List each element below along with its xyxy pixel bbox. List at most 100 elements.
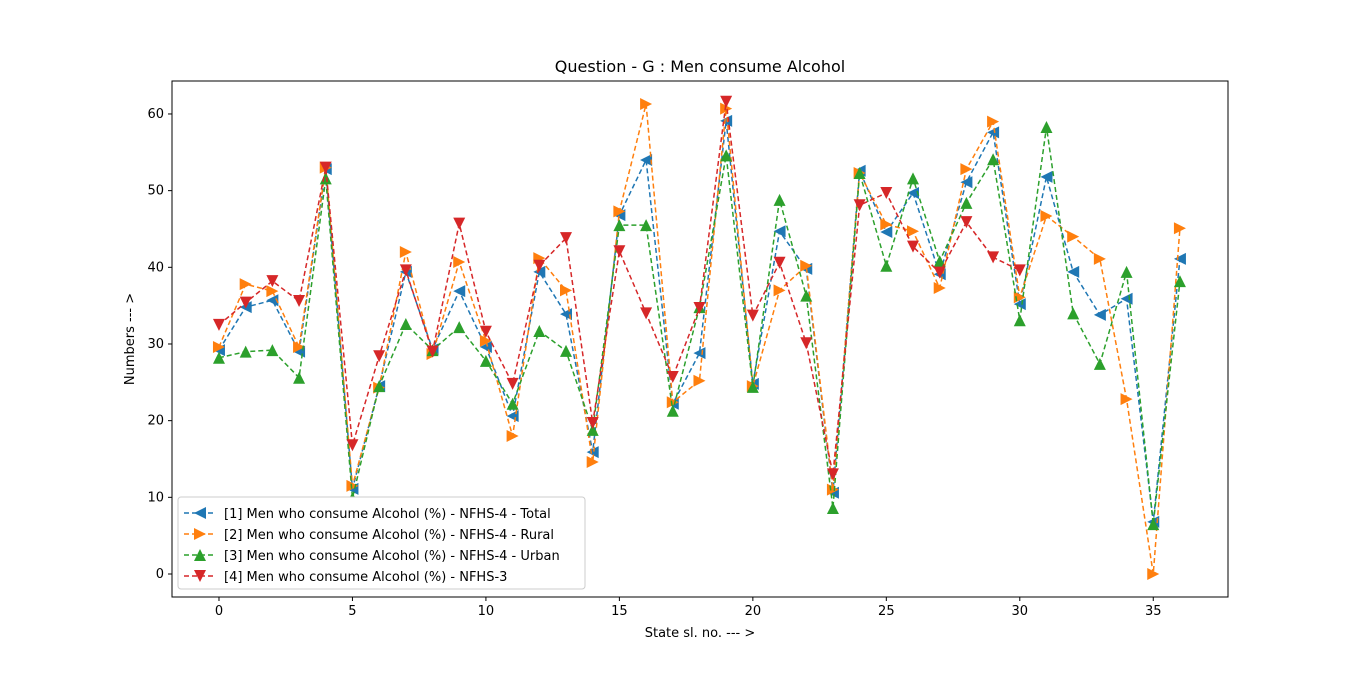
data-point bbox=[800, 289, 813, 302]
data-point bbox=[773, 284, 786, 297]
data-point bbox=[907, 172, 920, 185]
data-point bbox=[266, 294, 279, 307]
legend-label: [1] Men who consume Alcohol (%) - NFHS-4… bbox=[224, 507, 551, 522]
data-point bbox=[559, 344, 572, 357]
data-point bbox=[453, 321, 466, 334]
legend-label: [3] Men who consume Alcohol (%) - NFHS-4… bbox=[224, 549, 560, 564]
data-point bbox=[773, 193, 786, 206]
data-point bbox=[640, 153, 653, 166]
data-point bbox=[266, 275, 279, 288]
data-point bbox=[373, 380, 386, 393]
data-point bbox=[239, 345, 252, 358]
data-point bbox=[1093, 252, 1106, 265]
data-point bbox=[266, 285, 279, 298]
data-point bbox=[960, 196, 973, 209]
data-point bbox=[987, 251, 1000, 264]
data-point bbox=[1173, 252, 1186, 265]
data-point bbox=[800, 337, 813, 350]
data-point bbox=[613, 205, 626, 218]
legend-marker bbox=[194, 570, 206, 582]
data-point bbox=[426, 345, 439, 358]
data-point bbox=[1093, 308, 1106, 321]
data-point bbox=[987, 126, 1000, 139]
legend-label: [4] Men who consume Alcohol (%) - NFHS-3 bbox=[224, 570, 507, 585]
data-point bbox=[346, 479, 359, 492]
data-point bbox=[1067, 230, 1080, 243]
data-point bbox=[479, 354, 492, 367]
y-tick-label: 50 bbox=[147, 184, 164, 199]
data-point bbox=[239, 296, 252, 309]
data-point bbox=[907, 240, 920, 253]
x-tick-label: 5 bbox=[348, 604, 356, 619]
data-point bbox=[1067, 265, 1080, 278]
y-tick-label: 40 bbox=[147, 260, 164, 275]
data-point bbox=[506, 429, 519, 442]
data-point bbox=[586, 446, 599, 459]
data-point bbox=[773, 225, 786, 238]
data-point bbox=[933, 266, 946, 279]
data-point bbox=[212, 341, 225, 354]
x-tick-label: 20 bbox=[745, 604, 762, 619]
data-point bbox=[666, 370, 679, 383]
data-point bbox=[1040, 121, 1053, 134]
data-point bbox=[693, 301, 706, 314]
data-point bbox=[987, 153, 1000, 166]
data-point bbox=[666, 404, 679, 417]
data-point bbox=[853, 167, 866, 180]
data-point bbox=[693, 374, 706, 387]
data-point bbox=[293, 295, 306, 308]
data-point bbox=[453, 255, 466, 268]
data-point bbox=[960, 216, 973, 229]
legend-label: [2] Men who consume Alcohol (%) - NFHS-4… bbox=[224, 528, 554, 543]
plot-area bbox=[171, 80, 1229, 598]
data-point bbox=[533, 259, 546, 272]
legend-box bbox=[177, 496, 586, 590]
data-point bbox=[533, 265, 546, 278]
data-point bbox=[880, 226, 893, 239]
data-point bbox=[613, 245, 626, 258]
x-tick-label: 35 bbox=[1145, 604, 1162, 619]
y-tick-label: 60 bbox=[147, 107, 164, 122]
data-point bbox=[266, 344, 279, 357]
data-point bbox=[453, 285, 466, 298]
data-point bbox=[559, 232, 572, 245]
data-point bbox=[746, 380, 759, 393]
x-axis-label: State sl. no. --- > bbox=[645, 626, 756, 641]
data-point bbox=[533, 324, 546, 337]
series-line bbox=[218, 101, 1021, 475]
data-point bbox=[720, 102, 733, 115]
x-tick-label: 15 bbox=[611, 604, 628, 619]
data-point bbox=[586, 456, 599, 469]
data-point bbox=[373, 350, 386, 363]
y-axis-label: Numbers --- > bbox=[123, 293, 138, 385]
data-point bbox=[586, 416, 599, 429]
data-point bbox=[640, 219, 653, 232]
x-tick-label: 30 bbox=[1012, 604, 1029, 619]
data-point bbox=[399, 264, 412, 277]
data-point bbox=[640, 307, 653, 320]
data-point bbox=[559, 284, 572, 297]
data-point bbox=[960, 176, 973, 189]
data-point bbox=[853, 199, 866, 212]
data-point bbox=[1120, 265, 1133, 278]
x-tick-label: 10 bbox=[478, 604, 495, 619]
data-point bbox=[1040, 170, 1053, 183]
data-point bbox=[720, 114, 733, 127]
data-point bbox=[746, 309, 759, 322]
data-point bbox=[613, 219, 626, 232]
data-point bbox=[1147, 518, 1160, 531]
data-point bbox=[479, 325, 492, 338]
data-point bbox=[720, 95, 733, 108]
data-point bbox=[506, 377, 519, 390]
data-point bbox=[453, 217, 466, 230]
data-point bbox=[293, 371, 306, 384]
data-point bbox=[1040, 209, 1053, 222]
data-point bbox=[1173, 275, 1186, 288]
y-tick-label: 20 bbox=[147, 414, 164, 429]
series-line bbox=[218, 126, 1181, 525]
data-point bbox=[933, 255, 946, 268]
data-point bbox=[586, 423, 599, 436]
data-point bbox=[346, 439, 359, 452]
data-point bbox=[826, 502, 839, 515]
